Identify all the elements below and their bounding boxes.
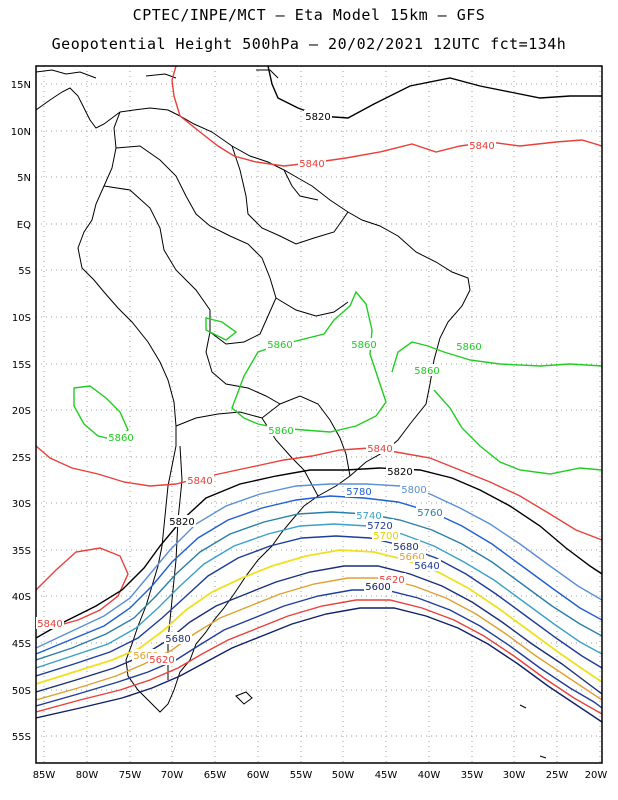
lon-label-75w: 75W — [119, 770, 142, 781]
lon-label-50w: 50W — [332, 770, 355, 781]
label-5860-c: 5860 — [456, 342, 481, 353]
contour-5800 — [36, 483, 602, 649]
contour-5780 — [36, 495, 602, 655]
label-5860-e: 5860 — [268, 426, 293, 437]
label-5840-left: 5840 — [37, 619, 62, 630]
label-5660-tip: 5660 — [133, 651, 158, 662]
coastlines — [36, 69, 547, 759]
lat-label-45s: 45S — [12, 639, 31, 650]
lon-label-60w: 60W — [247, 770, 270, 781]
label-5760: 5760 — [417, 508, 442, 519]
label-5680: 5680 — [393, 542, 418, 553]
lat-label-5s: 5S — [18, 266, 31, 277]
map-frame — [35, 65, 603, 764]
contour-5700 — [36, 549, 602, 685]
contour-5760 — [36, 511, 602, 661]
label-5780: 5780 — [346, 487, 371, 498]
contour-5860-center — [205, 290, 387, 433]
label-5640: 5640 — [414, 561, 439, 572]
lon-label-65w: 65W — [204, 770, 227, 781]
contour-5680 — [36, 565, 602, 695]
label-5660: 5660 — [399, 552, 424, 563]
label-5820-mid: 5820 — [387, 467, 412, 478]
contour-5840-south — [36, 445, 602, 541]
contour-labels: 5820 5840 5840 5860 5860 5860 5860 5860 … — [36, 110, 496, 666]
contour-5840-west-loop — [36, 547, 129, 629]
label-5840-center: 5840 — [187, 476, 212, 487]
lat-label-15s: 15S — [12, 360, 31, 371]
label-5840-north: 5840 — [299, 159, 324, 170]
label-5860-west: 5860 — [108, 433, 133, 444]
longitude-labels: 85W 80W 75W 70W 65W 60W 55W 50W 45W 40W … — [33, 770, 608, 781]
label-5740: 5740 — [356, 511, 381, 522]
lat-label-10n: 10N — [11, 127, 31, 138]
contour-5820-south — [36, 467, 602, 639]
contour-5640 — [36, 589, 602, 709]
contour-5720 — [36, 535, 602, 677]
label-5720: 5720 — [367, 521, 392, 532]
contour-5820-north — [267, 66, 602, 119]
grid-lines — [36, 66, 602, 763]
lat-label-5n: 5N — [17, 173, 31, 184]
lat-label-15n: 15N — [11, 80, 31, 91]
label-5840-south: 5840 — [367, 444, 392, 455]
label-5860-b: 5860 — [351, 340, 376, 351]
lon-label-45w: 45W — [375, 770, 398, 781]
contour-5620 — [36, 599, 602, 715]
label-5680-tip: 5680 — [165, 634, 190, 645]
label-5800: 5800 — [401, 485, 426, 496]
label-5600: 5600 — [365, 582, 390, 593]
contour-5860-east — [391, 341, 602, 475]
lon-label-35w: 35W — [461, 770, 484, 781]
label-5860-a: 5860 — [267, 340, 292, 351]
lon-label-85w: 85W — [33, 770, 56, 781]
lon-label-40w: 40W — [418, 770, 441, 781]
lat-label-35s: 35S — [12, 546, 31, 557]
lon-label-80w: 80W — [76, 770, 99, 781]
label-5820-north: 5820 — [305, 112, 330, 123]
lon-label-55w: 55W — [290, 770, 313, 781]
lon-label-25w: 25W — [546, 770, 569, 781]
label-5820-west: 5820 — [169, 517, 194, 528]
contour-5600 — [36, 607, 602, 723]
map-title-line-1: CPTEC/INPE/MCT – Eta Model 15km – GFS — [132, 6, 486, 24]
label-5840-ne: 5840 — [469, 141, 494, 152]
lat-label-20s: 20S — [12, 406, 31, 417]
lat-label-55s: 55S — [12, 732, 31, 743]
lat-label-10s: 10S — [12, 313, 31, 324]
lon-label-30w: 30W — [503, 770, 526, 781]
contour-5840-north — [171, 66, 602, 167]
lat-label-40s: 40S — [12, 592, 31, 603]
lat-label-50s: 50S — [12, 686, 31, 697]
latitude-labels: 15N 10N 5N EQ 5S 10S 15S 20S 25S 30S 35S… — [11, 80, 31, 743]
contour-5740 — [36, 523, 602, 669]
label-5700: 5700 — [373, 531, 398, 542]
lon-label-20w: 20W — [585, 770, 608, 781]
lat-label-25s: 25S — [12, 453, 31, 464]
map-title-line-2: Geopotential Height 500hPa – 20/02/2021 … — [51, 35, 567, 53]
lat-label-eq: EQ — [17, 220, 31, 231]
label-5620-tip: 5620 — [149, 655, 174, 666]
lat-label-30s: 30S — [12, 499, 31, 510]
lon-label-70w: 70W — [161, 770, 184, 781]
label-5860-d: 5860 — [414, 366, 439, 377]
